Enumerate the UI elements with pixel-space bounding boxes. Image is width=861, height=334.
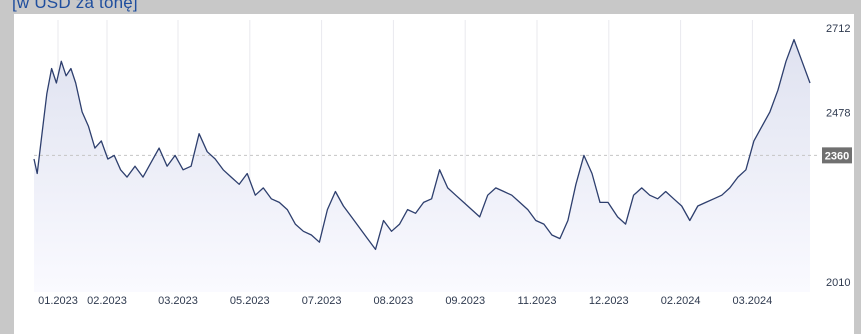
y-tick-label: 2478	[826, 108, 850, 120]
price-chart: 2360 01.2023 02.2023 03.2023 05.2023 07.2023…	[33, 20, 852, 307]
series-path	[33, 38, 811, 251]
x-tick-label: 07.2023	[302, 295, 342, 307]
series-line	[33, 38, 811, 251]
x-axis-ticks: 01.2023 02.2023 03.2023 05.2023 07.2023 08.20…	[38, 295, 772, 307]
x-tick-label: 03.2023	[158, 295, 198, 307]
chart-panel: 2360 01.2023 02.2023 03.2023 05.2023 07.2023…	[14, 14, 854, 334]
x-tick-label: 05.2023	[230, 295, 270, 307]
x-tick-label: 01.2023	[38, 295, 78, 307]
x-tick-label: 08.2023	[374, 295, 414, 307]
x-tick-label: 09.2023	[445, 295, 485, 307]
x-tick-label: 12.2023	[589, 295, 629, 307]
unit-label: [w USD za tonę]	[12, 0, 138, 12]
x-tick-label: 11.2023	[518, 295, 557, 307]
y-tick-label: 2712	[826, 23, 850, 35]
reference-line: 2360	[34, 147, 852, 164]
x-tick-label: 02.2023	[87, 295, 127, 307]
x-tick-label: 03.2024	[733, 295, 773, 307]
area-fill	[34, 39, 810, 292]
x-tick-label: 02.2024	[661, 295, 701, 307]
y-axis-ticks: 2712 2478 2010	[826, 23, 850, 289]
reference-value-label: 2360	[825, 150, 849, 162]
series-area	[34, 39, 810, 292]
reference-badge	[822, 147, 852, 164]
y-tick-label: 2010	[826, 277, 850, 289]
